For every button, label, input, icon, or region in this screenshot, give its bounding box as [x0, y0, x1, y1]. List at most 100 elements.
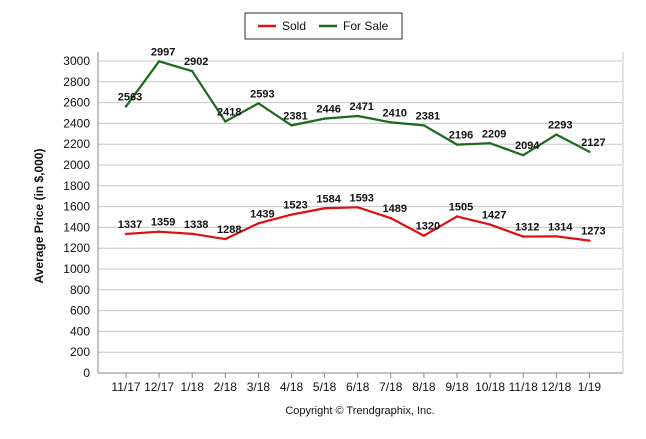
data-point-sold: [224, 237, 227, 241]
axes: 0 200 400 600 800 1000 1200 1400 1600 1800 2000 220…: [63, 52, 623, 394]
data-point-for-sale: [389, 121, 392, 124]
data-label-for-sale: 2196: [449, 130, 473, 142]
x-tick-label: 12/17: [144, 380, 174, 394]
x-tick-label: 3/18: [247, 380, 271, 394]
data-point-sold: [422, 234, 426, 237]
data-point-for-sale: [356, 114, 359, 118]
data-point-for-sale: [157, 60, 161, 63]
data-label-for-sale: 2446: [316, 104, 340, 116]
series-lines: [124, 60, 591, 242]
data-point-sold: [522, 235, 525, 238]
data-label-sold: 1359: [151, 217, 175, 229]
data-point-sold: [389, 216, 392, 220]
data-point-sold: [555, 235, 558, 238]
data-labels: 1337 1359 1338 1288 1439 1523 1584 1593 1489 1320…: [118, 46, 606, 237]
data-point-sold: [124, 232, 128, 236]
y-tick-label: 200: [70, 345, 90, 359]
legend-label-sold: Sold: [282, 19, 306, 33]
data-label-for-sale: 2902: [184, 56, 208, 68]
data-point-sold: [191, 232, 194, 236]
data-point-sold: [323, 207, 326, 210]
data-point-sold: [290, 213, 293, 216]
y-tick-label: 1200: [63, 241, 90, 255]
data-label-sold: 1593: [349, 192, 373, 204]
x-tick-label: 10/18: [475, 380, 505, 394]
data-point-for-sale: [588, 150, 591, 153]
data-label-sold: 1337: [118, 219, 142, 231]
data-label-for-sale: 2293: [548, 120, 572, 132]
data-point-for-sale: [455, 143, 459, 146]
data-label-sold: 1523: [283, 200, 307, 212]
data-label-sold: 1288: [217, 224, 241, 236]
y-tick-label: 2000: [63, 158, 90, 172]
x-tick-label: 11/17: [111, 380, 140, 394]
y-tick-label: 2800: [63, 75, 90, 89]
data-point-sold: [488, 223, 492, 226]
data-label-for-sale: 2410: [383, 107, 407, 119]
data-point-for-sale: [224, 120, 227, 123]
x-tick-label: 2/18: [214, 380, 238, 394]
y-tick-label: 2400: [63, 116, 90, 130]
data-label-sold: 1439: [250, 208, 274, 220]
data-label-for-sale: 2563: [118, 91, 142, 103]
data-point-for-sale: [323, 117, 326, 120]
data-label-sold: 1314: [548, 221, 573, 233]
data-label-for-sale: 2593: [250, 88, 274, 100]
data-label-sold: 1584: [316, 193, 341, 205]
data-point-for-sale: [555, 133, 558, 136]
x-tick-label: 12/18: [541, 380, 571, 394]
x-tick-label: 9/18: [445, 380, 469, 394]
data-point-for-sale: [488, 142, 492, 145]
x-tick-label: 4/18: [280, 380, 304, 394]
y-tick-label: 1800: [63, 179, 90, 193]
data-label-sold: 1320: [416, 221, 440, 233]
data-point-for-sale: [422, 124, 426, 127]
data-label-for-sale: 2127: [581, 137, 605, 149]
legend-label-for-sale: For Sale: [343, 19, 389, 33]
y-tick-label: 2200: [63, 137, 90, 151]
data-point-sold: [455, 215, 459, 218]
data-label-sold: 1312: [515, 222, 539, 234]
data-label-for-sale: 2381: [283, 110, 307, 122]
y-tick-label: 0: [83, 366, 90, 380]
y-tick-label: 600: [70, 304, 90, 318]
x-tick-label: 6/18: [346, 380, 370, 394]
data-label-for-sale: 2094: [515, 140, 540, 152]
data-label-sold: 1338: [184, 219, 208, 231]
x-tick-label: 8/18: [412, 380, 436, 394]
data-point-sold: [157, 230, 161, 233]
y-tick-label: 1400: [63, 220, 90, 234]
data-label-for-sale: 2471: [349, 101, 373, 113]
x-tick-label: 7/18: [379, 380, 403, 394]
data-label-sold: 1505: [449, 201, 473, 213]
data-point-for-sale: [191, 69, 194, 73]
legend: Sold For Sale: [244, 12, 403, 40]
data-label-for-sale: 2418: [217, 107, 241, 119]
y-tick-label: 400: [70, 324, 90, 338]
data-point-for-sale: [257, 102, 260, 105]
y-tick-label: 1600: [63, 200, 90, 214]
data-label-sold: 1489: [383, 203, 407, 215]
y-tick-label: 3000: [63, 54, 90, 68]
data-label-sold: 1427: [482, 210, 506, 222]
data-label-sold: 1273: [581, 226, 605, 238]
data-label-for-sale: 2209: [482, 128, 506, 140]
x-tick-label: 1/19: [578, 380, 602, 394]
data-point-sold: [356, 206, 359, 209]
y-tick-label: 2600: [63, 96, 90, 110]
y-tick-label: 1000: [63, 262, 90, 276]
data-label-for-sale: 2381: [416, 110, 440, 122]
y-axis-title: Average Price (in $,000): [32, 149, 46, 284]
data-point-for-sale: [522, 154, 525, 157]
data-point-sold: [588, 239, 591, 242]
x-tick-label: 1/18: [181, 380, 205, 394]
y-tick-label: 800: [70, 283, 90, 297]
x-tick-label: 5/18: [313, 380, 337, 394]
data-label-for-sale: 2997: [151, 46, 175, 58]
data-point-for-sale: [124, 105, 128, 108]
data-point-sold: [257, 222, 260, 225]
copyright-credit: Copyright © Trendgraphix, Inc.: [285, 405, 434, 417]
x-tick-label: 11/18: [509, 380, 538, 394]
